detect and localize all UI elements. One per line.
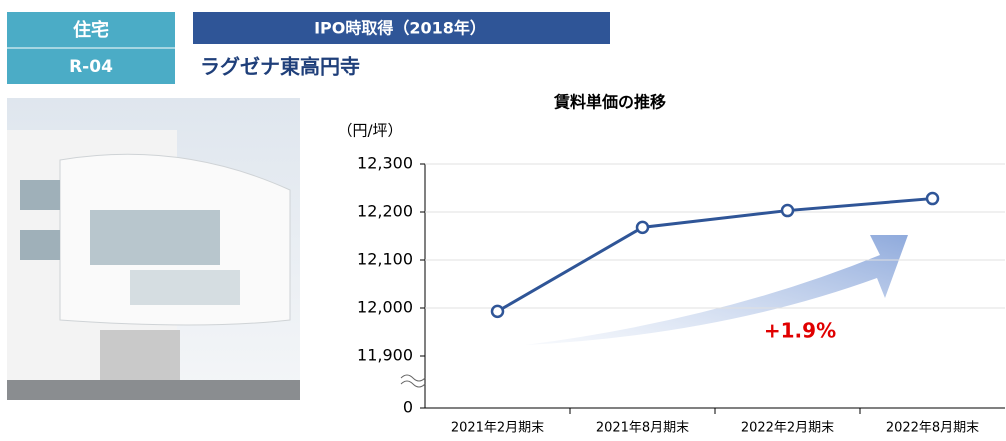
acquisition-bar: [193, 12, 610, 44]
y-tick-label: 12,200: [357, 202, 413, 221]
acquisition-label: IPO時取得（2018年）: [314, 19, 486, 38]
y-tick-label: 12,000: [357, 298, 413, 317]
point: [490, 304, 505, 319]
line: [496, 197, 933, 313]
point: [780, 203, 795, 218]
growth-arrow: [525, 235, 908, 345]
axis-break: [400, 374, 426, 388]
x-tick-label: 2022年8月期末: [886, 421, 979, 436]
property-name: ラグゼナ東高円寺: [200, 55, 360, 79]
y-tick-label: 0: [403, 398, 413, 417]
x-tick-label: 2021年8月期末: [596, 421, 689, 436]
y-tick-label: 12,100: [357, 250, 413, 269]
y-unit: （円/坪）: [337, 122, 402, 140]
category-label: 住宅: [73, 19, 109, 41]
photo: [7, 98, 300, 400]
property-code: R-04: [69, 57, 113, 77]
y-tick-label: 12,300: [357, 154, 413, 173]
chart-title: 賃料単価の推移: [553, 93, 666, 112]
point: [925, 191, 940, 206]
x-tick-label: 2022年2月期末: [741, 421, 834, 436]
annotation: +1.9%: [764, 319, 836, 343]
x-tick-label: 2021年2月期末: [451, 421, 544, 436]
point: [635, 220, 650, 235]
y-tick-label: 11,900: [357, 346, 413, 365]
